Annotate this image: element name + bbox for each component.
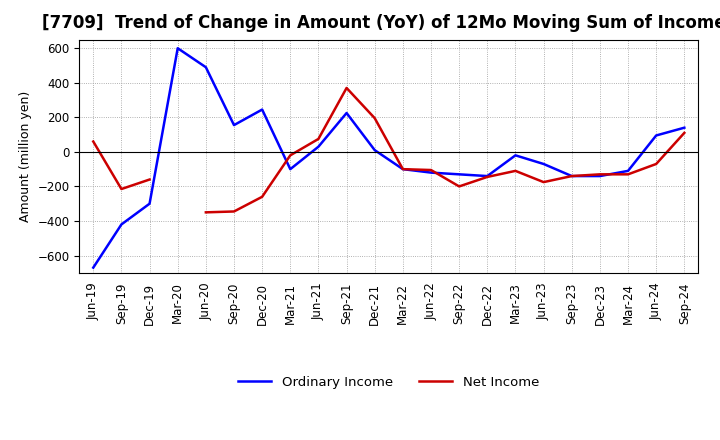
Ordinary Income	[539, 161, 548, 167]
Ordinary Income	[511, 153, 520, 158]
Ordinary Income	[89, 265, 98, 270]
Ordinary Income	[286, 166, 294, 172]
Net Income	[370, 116, 379, 121]
Net Income	[511, 168, 520, 173]
Ordinary Income	[342, 110, 351, 116]
Ordinary Income	[370, 147, 379, 153]
Net Income	[202, 210, 210, 215]
Ordinary Income	[202, 65, 210, 70]
Net Income	[89, 139, 98, 144]
Ordinary Income	[595, 173, 604, 179]
Ordinary Income	[427, 170, 436, 175]
Net Income	[652, 161, 660, 167]
Ordinary Income	[174, 46, 182, 51]
Legend: Ordinary Income, Net Income: Ordinary Income, Net Income	[233, 371, 544, 395]
Ordinary Income	[230, 122, 238, 128]
Line: Ordinary Income: Ordinary Income	[94, 48, 684, 268]
Ordinary Income	[652, 133, 660, 138]
Ordinary Income	[399, 166, 408, 172]
Net Income	[595, 172, 604, 177]
Net Income	[483, 174, 492, 180]
Ordinary Income	[258, 107, 266, 112]
Ordinary Income	[624, 168, 632, 173]
Y-axis label: Amount (million yen): Amount (million yen)	[19, 91, 32, 222]
Net Income	[286, 153, 294, 158]
Net Income	[117, 187, 126, 192]
Net Income	[680, 130, 688, 136]
Ordinary Income	[117, 222, 126, 227]
Ordinary Income	[680, 125, 688, 130]
Ordinary Income	[455, 172, 464, 177]
Net Income	[230, 209, 238, 214]
Net Income	[145, 177, 154, 182]
Net Income	[624, 172, 632, 177]
Ordinary Income	[483, 173, 492, 179]
Ordinary Income	[314, 144, 323, 149]
Net Income	[427, 167, 436, 172]
Title: [7709]  Trend of Change in Amount (YoY) of 12Mo Moving Sum of Incomes: [7709] Trend of Change in Amount (YoY) o…	[42, 15, 720, 33]
Ordinary Income	[145, 201, 154, 206]
Net Income	[342, 85, 351, 91]
Net Income	[399, 166, 408, 172]
Net Income	[258, 194, 266, 199]
Net Income	[567, 173, 576, 179]
Net Income	[314, 136, 323, 142]
Net Income	[455, 184, 464, 189]
Ordinary Income	[567, 173, 576, 179]
Line: Net Income: Net Income	[94, 88, 684, 213]
Net Income	[539, 180, 548, 185]
